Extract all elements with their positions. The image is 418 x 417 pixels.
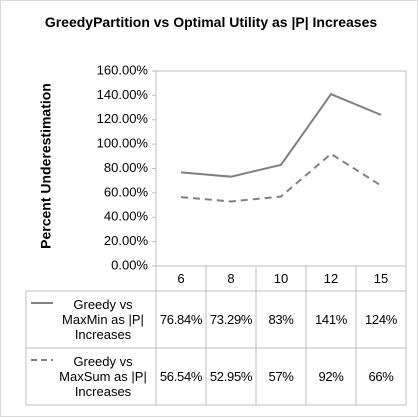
series-line	[180, 152, 382, 203]
x-tick-label: 15	[373, 271, 389, 286]
series-line	[180, 92, 382, 178]
data-label: 56.54%	[159, 369, 203, 384]
x-tick-label: 6	[177, 271, 185, 286]
y-tick-label: 80.00%	[104, 160, 149, 175]
y-tick-label: 140.00%	[97, 87, 149, 102]
data-label: 124%	[364, 312, 398, 327]
data-label: 73.29%	[209, 312, 253, 327]
y-tick-label: 100.00%	[97, 136, 149, 151]
y-tick-label: 40.00%	[104, 209, 149, 224]
y-tick-label: 20.00%	[104, 233, 149, 248]
chart-title: GreedyPartition vs Optimal Utility as |P…	[44, 14, 378, 30]
legend-label: Greedy vs MaxMin as |P| Increases	[62, 297, 144, 342]
y-axis-label: Percent Underestimation	[38, 83, 54, 249]
x-tick-label: 8	[227, 271, 235, 286]
y-tick-label: 60.00%	[104, 184, 149, 199]
data-label: 57%	[268, 369, 294, 384]
y-tick-label: 120.00%	[97, 111, 149, 126]
x-tick-label: 12	[323, 271, 339, 286]
data-label: 66%	[368, 369, 394, 384]
y-tick-label: 0.00%	[111, 257, 148, 272]
data-label: 52.95%	[209, 369, 253, 384]
data-label: 83%	[268, 312, 294, 327]
data-label: 141%	[314, 312, 348, 327]
x-tick-label: 10	[273, 271, 289, 286]
legend-label: Greedy vs MaxSum as |P| Increases	[59, 354, 147, 399]
data-label: 92%	[318, 369, 344, 384]
y-tick-label: 160.00%	[97, 62, 149, 77]
data-label: 76.84%	[159, 312, 203, 327]
